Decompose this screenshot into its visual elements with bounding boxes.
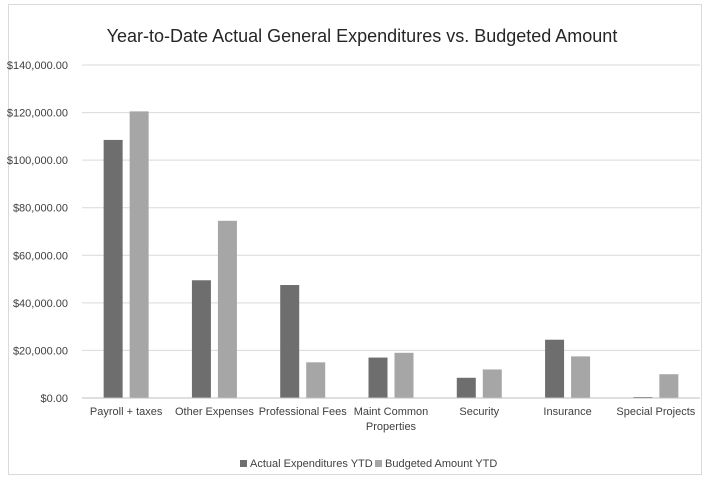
bar-actual-5 bbox=[545, 339, 565, 398]
y-tick-label: $40,000.00 bbox=[13, 298, 68, 310]
y-axis-tick-labels: $0.00 $20,000.00 $40,000.00 $60,000.00 $80,0… bbox=[7, 60, 68, 405]
x-axis-category-labels: Payroll + taxes Other Expenses Professiona… bbox=[90, 406, 696, 433]
legend-label: Actual Expenditures YTD bbox=[250, 458, 373, 470]
bar-actual-0 bbox=[103, 139, 123, 399]
y-tick-label: $100,000.00 bbox=[7, 155, 68, 167]
legend: Actual Expenditures YTD Budgeted Amount Y… bbox=[240, 458, 497, 470]
y-tick-label: $120,000.00 bbox=[7, 108, 68, 120]
category-label: Other Expenses bbox=[175, 406, 254, 418]
bars bbox=[103, 111, 679, 399]
bar-actual-3 bbox=[368, 357, 388, 398]
gridlines bbox=[82, 64, 700, 351]
bar-budgeted-6 bbox=[659, 374, 679, 398]
legend-swatch bbox=[240, 460, 247, 467]
bar-actual-1 bbox=[191, 280, 211, 398]
category-label: Insurance bbox=[543, 406, 591, 418]
bar-budgeted-3 bbox=[394, 352, 414, 398]
category-label: Special Projects bbox=[616, 406, 695, 418]
y-tick-label: $60,000.00 bbox=[13, 250, 68, 262]
y-tick-label: $0.00 bbox=[40, 393, 68, 405]
category-label: Payroll + taxes bbox=[90, 406, 163, 418]
bar-budgeted-1 bbox=[217, 220, 237, 398]
chart-title: Year-to-Date Actual General Expenditures… bbox=[107, 26, 618, 46]
bar-actual-4 bbox=[456, 377, 476, 398]
y-tick-label: $20,000.00 bbox=[13, 345, 68, 357]
category-label: Properties bbox=[366, 421, 417, 433]
category-label: Maint Common bbox=[354, 406, 429, 418]
bar-budgeted-4 bbox=[482, 369, 502, 398]
bar-budgeted-2 bbox=[306, 362, 326, 398]
y-tick-label: $140,000.00 bbox=[7, 60, 68, 72]
category-label: Professional Fees bbox=[259, 406, 348, 418]
bar-budgeted-5 bbox=[571, 356, 591, 398]
bar-actual-2 bbox=[280, 285, 300, 398]
category-label: Security bbox=[459, 406, 499, 418]
legend-label: Budgeted Amount YTD bbox=[385, 458, 497, 470]
y-tick-label: $80,000.00 bbox=[13, 203, 68, 215]
legend-swatch bbox=[375, 460, 382, 467]
bar-budgeted-0 bbox=[129, 111, 149, 398]
